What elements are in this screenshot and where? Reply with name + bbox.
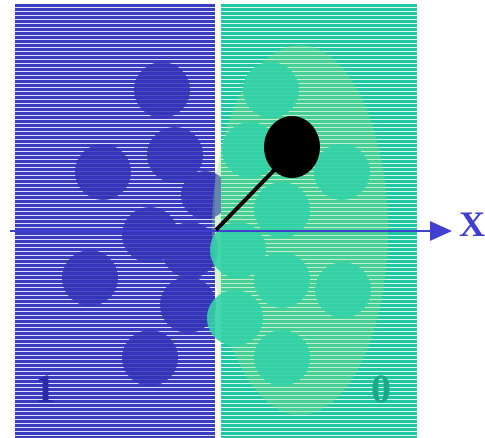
- diagram: X 1 0: [0, 0, 485, 438]
- left-label: 1: [35, 366, 55, 411]
- right-label: 0: [371, 366, 391, 411]
- axis-label: X: [459, 204, 485, 244]
